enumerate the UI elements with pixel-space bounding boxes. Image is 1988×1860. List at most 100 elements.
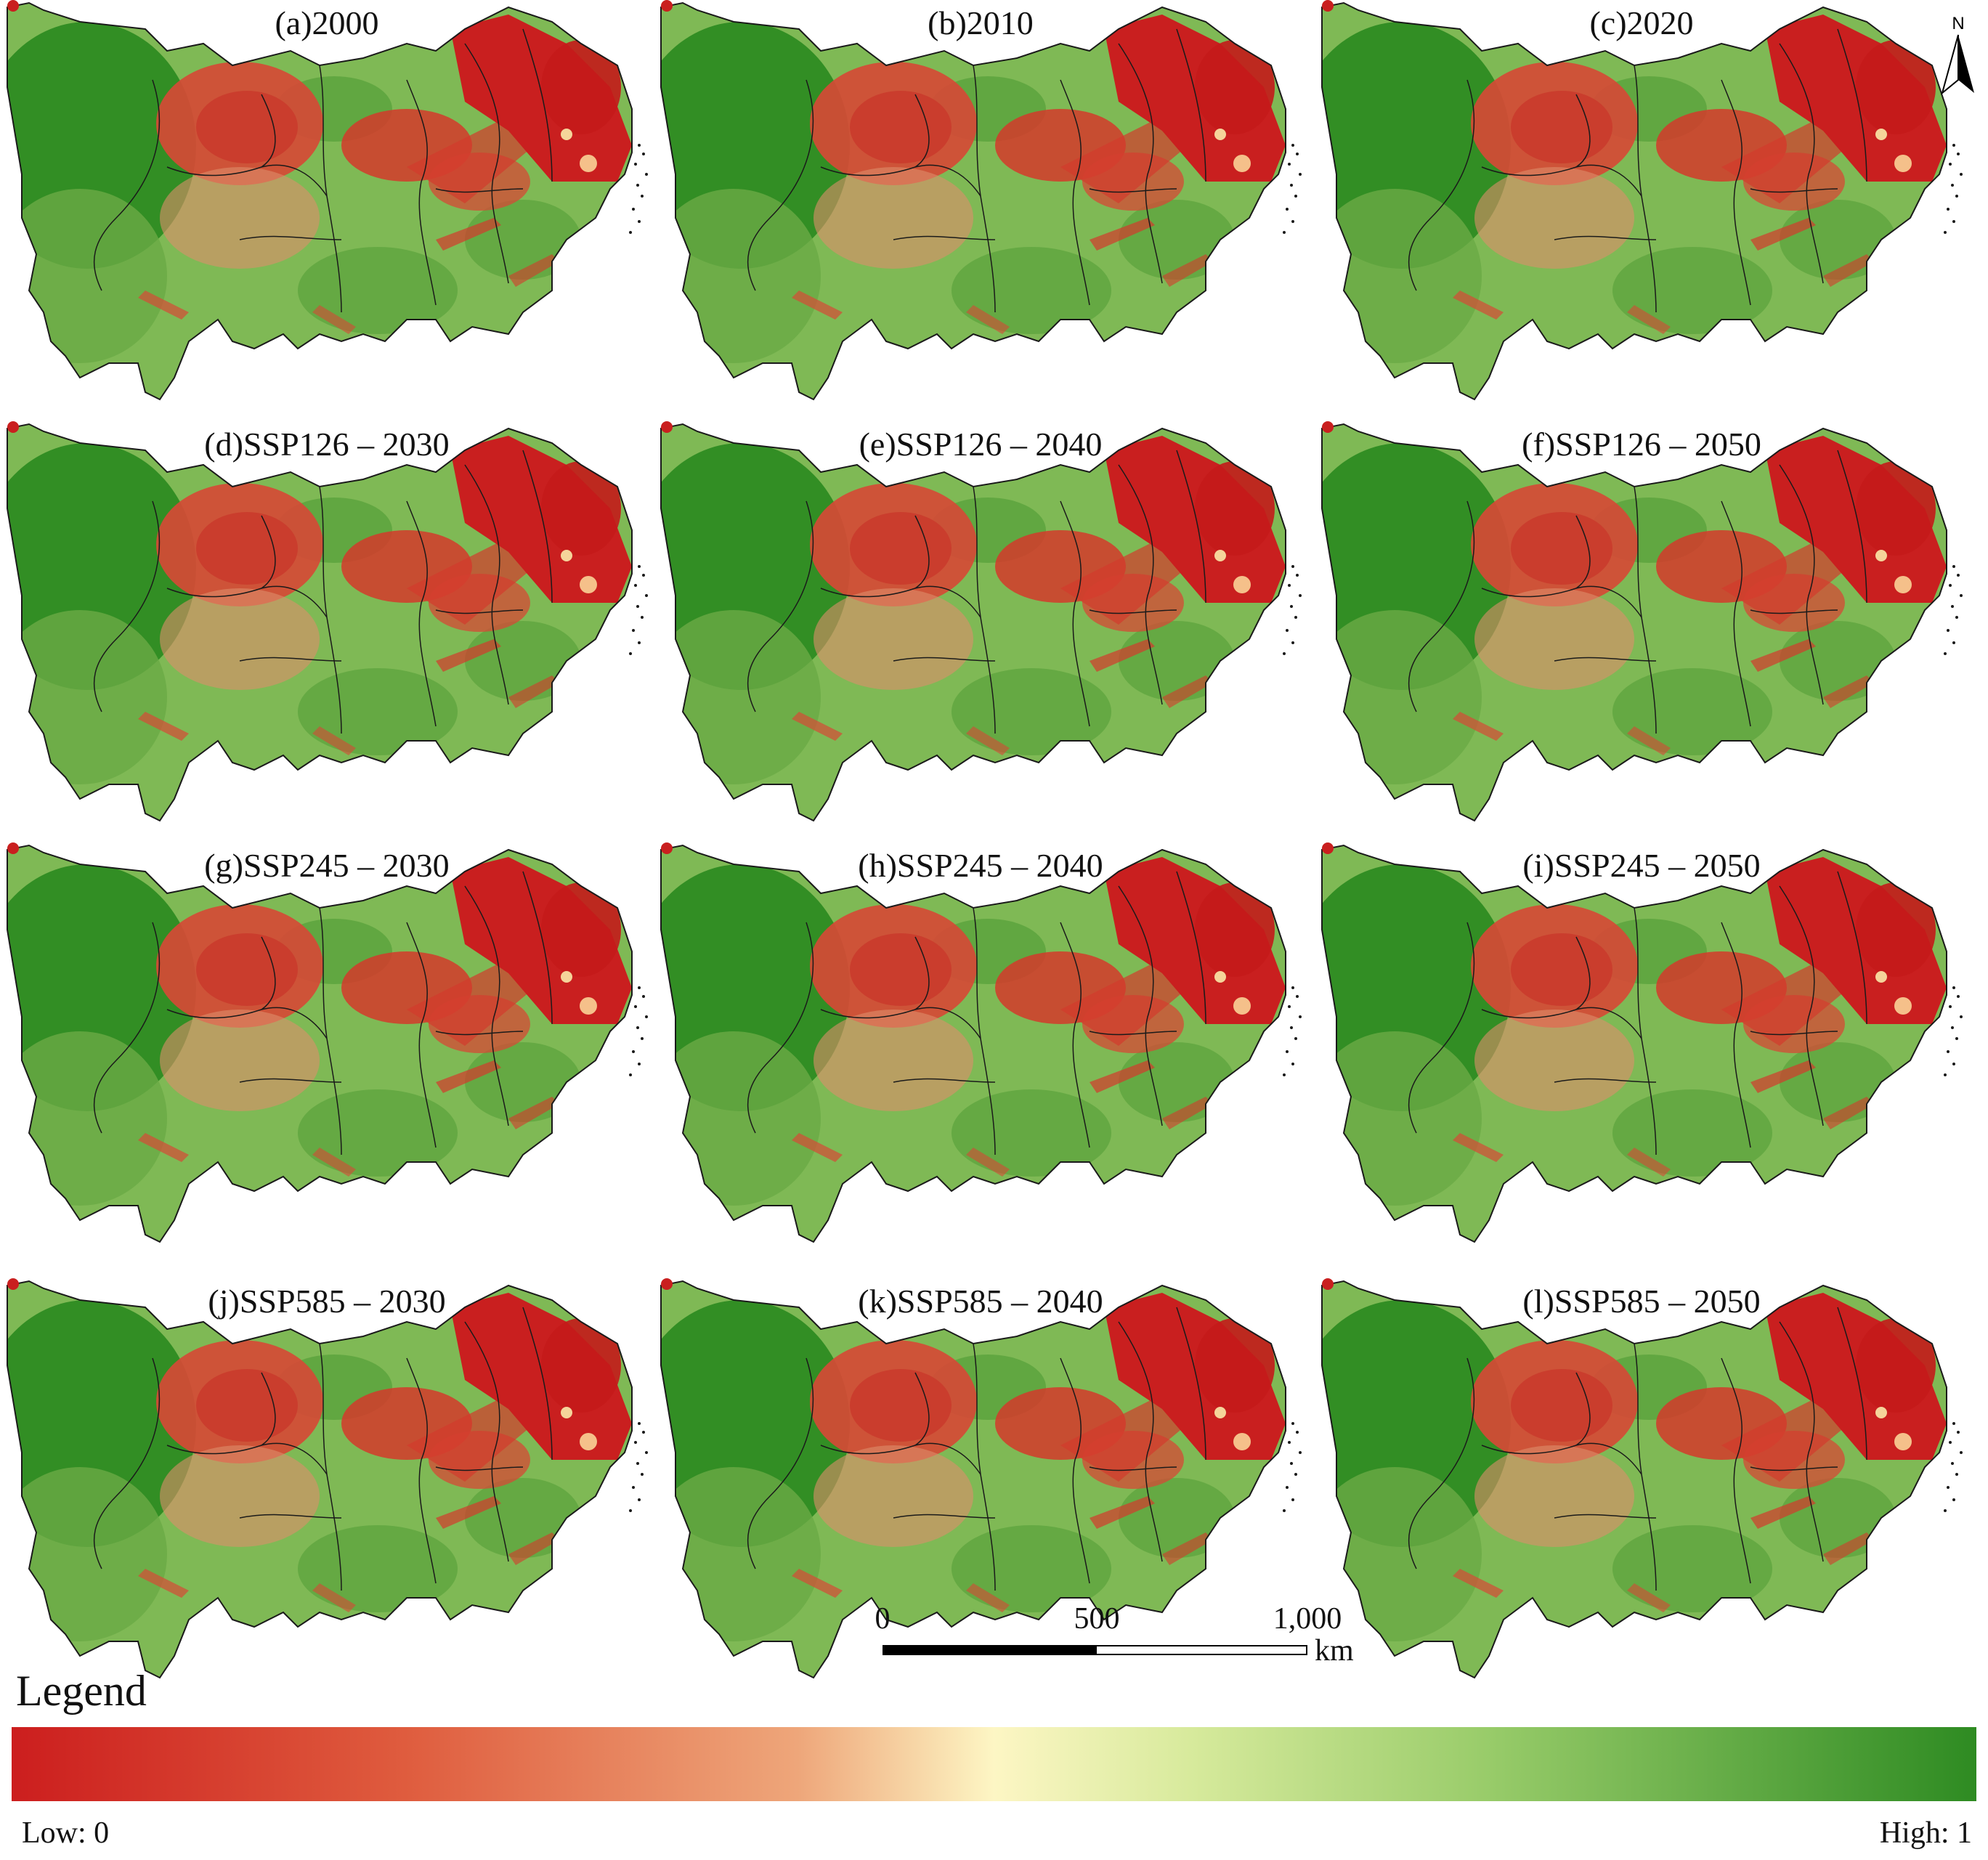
east-red-streak [1162, 1532, 1213, 1565]
basin-core [1511, 512, 1612, 585]
southeast-red-streak [1750, 218, 1816, 251]
delta-core [541, 40, 621, 134]
southeast-green-patch [1119, 1042, 1235, 1122]
city-marker [1233, 576, 1251, 593]
lake-marker [561, 971, 572, 983]
delta-low-zone [1765, 436, 1947, 603]
southwest-zone [661, 1031, 821, 1206]
northwest-nub [661, 421, 673, 433]
east-red-streak [508, 675, 559, 708]
northwest-nub [7, 421, 19, 433]
map-panel-6: (f)SSP126 – 2050 [1315, 421, 1968, 828]
basin-core [196, 512, 298, 585]
north-arrow-icon: N [1941, 14, 1974, 95]
southeast-green-patch [1119, 1478, 1235, 1558]
delta-low-zone [1765, 857, 1947, 1024]
south-red-streak [138, 712, 189, 741]
southeast-green-patch [1780, 621, 1896, 701]
south-green-patch [952, 1525, 1111, 1612]
east-red-streak [508, 254, 559, 287]
basin-core [1511, 933, 1612, 1006]
city-marker [580, 576, 597, 593]
province-boundaries [747, 28, 1206, 313]
legend-low-label: Low: 0 [22, 1816, 110, 1850]
panel-title-9: (i)SSP245 – 2050 [1522, 847, 1761, 884]
region-outline [1321, 844, 1947, 1243]
legend-high-label: High: 1 [1879, 1816, 1972, 1850]
south-green-patch [952, 668, 1111, 755]
southeast-red-streak [1750, 639, 1816, 672]
map-panel-11: (k)SSP585 – 2040 [654, 1278, 1307, 1685]
basin-core [1511, 1369, 1612, 1442]
southwest-zone [661, 1467, 821, 1641]
province-boundaries [1408, 1307, 1867, 1591]
legend-color-ramp [12, 1727, 1976, 1801]
panel-title-7: (g)SSP245 – 2030 [204, 847, 450, 884]
southeast-red-streak [1090, 218, 1155, 251]
northwest-nub [661, 842, 673, 854]
south-red-streak [792, 291, 843, 320]
lake-marker [1214, 129, 1226, 140]
map-panel-10: (j)SSP585 – 2030 [0, 1278, 654, 1685]
panel-title-10: (j)SSP585 – 2030 [208, 1283, 446, 1320]
delta-low-zone [1104, 15, 1286, 182]
city-marker [580, 1433, 597, 1450]
region-outline [660, 423, 1286, 822]
map-panel-9: (i)SSP245 – 2050 [1315, 842, 1968, 1249]
southeast-red-streak [1090, 1496, 1155, 1529]
guizhou-mixed-zone [1474, 588, 1634, 690]
scale-unit: km [1315, 1634, 1354, 1668]
southwest-zone [7, 189, 167, 363]
city-marker [1894, 997, 1912, 1015]
map-panel-1: (a)2000 [0, 0, 654, 407]
map-panel-5: (e)SSP126 – 2040 [654, 421, 1307, 828]
south-green-patch [1612, 1525, 1772, 1612]
south-red-streak-2 [1627, 726, 1671, 755]
southeast-red-streak [436, 639, 501, 672]
delta-low-zone [450, 1293, 632, 1460]
delta-core [1856, 40, 1936, 134]
southwest-zone [1322, 1031, 1482, 1206]
lake-marker [1875, 971, 1887, 983]
delta-low-zone [1104, 436, 1286, 603]
lake-marker [561, 1407, 572, 1418]
delta-core [1856, 461, 1936, 556]
south-red-streak-2 [966, 1148, 1010, 1177]
delta-core [1195, 461, 1275, 556]
city-marker [1233, 1433, 1251, 1450]
panel-title-11: (k)SSP585 – 2040 [858, 1283, 1103, 1320]
panel-title-5: (e)SSP126 – 2040 [859, 426, 1103, 463]
map-panel-4: (d)SSP126 – 2030 [0, 421, 654, 828]
lake-marker [1214, 971, 1226, 983]
south-red-streak-2 [966, 726, 1010, 755]
southeast-red-streak [436, 1060, 501, 1093]
delta-core [1195, 40, 1275, 134]
province-boundaries [93, 450, 553, 734]
east-red-streak [1823, 675, 1874, 708]
south-red-streak-2 [966, 305, 1010, 334]
guizhou-mixed-zone [1474, 167, 1634, 269]
south-red-streak-2 [1627, 1583, 1671, 1612]
northwest-nub [7, 1278, 19, 1290]
basin-core [196, 933, 298, 1006]
basin-core [196, 1369, 298, 1442]
guizhou-mixed-zone [1474, 1445, 1634, 1547]
northwest-nub [1322, 842, 1334, 854]
scale-label-1000: 1,000 [1273, 1602, 1342, 1636]
south-red-streak [1453, 712, 1504, 741]
scale-segment-white [1095, 1645, 1307, 1655]
scale-label-0: 0 [875, 1602, 890, 1636]
map-panel-2: (b)2010 [654, 0, 1307, 407]
guizhou-mixed-zone [1474, 1010, 1634, 1111]
map-image [660, 0, 1302, 401]
basin-core [850, 512, 952, 585]
coastal-islands [1283, 1422, 1302, 1512]
region-outline [660, 1280, 1286, 1679]
map-image [660, 842, 1302, 1243]
southeast-red-streak [1090, 639, 1155, 672]
southeast-green-patch [465, 1042, 581, 1122]
guizhou-mixed-zone [160, 1010, 320, 1111]
province-boundaries [93, 871, 553, 1156]
map-image [660, 1278, 1302, 1679]
southeast-red-streak [1750, 1060, 1816, 1093]
